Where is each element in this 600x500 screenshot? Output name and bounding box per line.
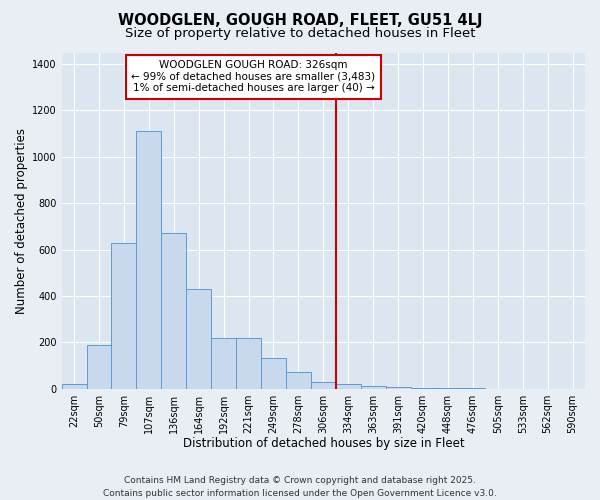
- Bar: [136, 132, 161, 388]
- Bar: [236, 338, 261, 388]
- X-axis label: Distribution of detached houses by size in Fleet: Distribution of detached houses by size …: [182, 437, 464, 450]
- Bar: [186, 289, 211, 388]
- Bar: [311, 382, 336, 388]
- Bar: [161, 234, 186, 388]
- Text: Contains HM Land Registry data © Crown copyright and database right 2025.
Contai: Contains HM Land Registry data © Crown c…: [103, 476, 497, 498]
- Text: Size of property relative to detached houses in Fleet: Size of property relative to detached ho…: [125, 28, 475, 40]
- Bar: [336, 384, 361, 388]
- Bar: [62, 384, 86, 388]
- Text: WOODGLEN GOUGH ROAD: 326sqm
← 99% of detached houses are smaller (3,483)
1% of s: WOODGLEN GOUGH ROAD: 326sqm ← 99% of det…: [131, 60, 376, 94]
- Bar: [86, 344, 112, 389]
- Text: WOODGLEN, GOUGH ROAD, FLEET, GU51 4LJ: WOODGLEN, GOUGH ROAD, FLEET, GU51 4LJ: [118, 12, 482, 28]
- Bar: [211, 338, 236, 388]
- Y-axis label: Number of detached properties: Number of detached properties: [15, 128, 28, 314]
- Bar: [361, 386, 386, 388]
- Bar: [386, 386, 410, 388]
- Bar: [261, 358, 286, 388]
- Bar: [286, 372, 311, 388]
- Bar: [112, 242, 136, 388]
